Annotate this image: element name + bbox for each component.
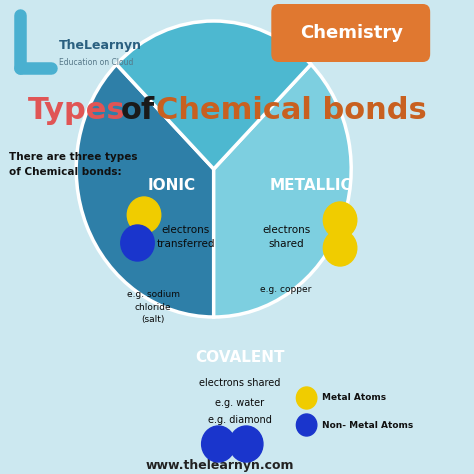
Text: TheLearnyn: TheLearnyn (58, 38, 142, 52)
Wedge shape (76, 64, 214, 317)
Circle shape (201, 426, 235, 462)
Text: e.g. water: e.g. water (215, 398, 264, 408)
Text: electrons shared: electrons shared (199, 378, 281, 388)
Wedge shape (117, 21, 311, 169)
Circle shape (323, 230, 357, 266)
Text: There are three types
of Chemical bonds:: There are three types of Chemical bonds: (9, 152, 138, 177)
Wedge shape (214, 64, 351, 317)
Text: e.g. copper: e.g. copper (261, 285, 312, 294)
Circle shape (229, 426, 263, 462)
Text: www.thelearnyn.com: www.thelearnyn.com (146, 458, 294, 472)
Text: electrons
shared: electrons shared (262, 225, 310, 249)
Circle shape (121, 225, 154, 261)
Text: Chemical bonds: Chemical bonds (156, 95, 427, 125)
Text: Chemistry: Chemistry (300, 24, 403, 42)
Text: COVALENT: COVALENT (195, 350, 284, 365)
Text: of: of (121, 95, 155, 125)
Text: e.g. diamond: e.g. diamond (208, 415, 272, 425)
Text: electrons
transferred: electrons transferred (156, 225, 215, 249)
Text: Non- Metal Atoms: Non- Metal Atoms (322, 420, 414, 429)
Text: Education on Cloud: Education on Cloud (58, 57, 133, 66)
Text: Metal Atoms: Metal Atoms (322, 393, 386, 402)
Circle shape (323, 202, 357, 238)
Text: IONIC: IONIC (148, 177, 196, 192)
FancyBboxPatch shape (271, 4, 430, 62)
Circle shape (296, 387, 317, 409)
Text: Types: Types (28, 95, 126, 125)
Text: METALLIC: METALLIC (270, 177, 353, 192)
Text: e.g. sodium
chloride
(salt): e.g. sodium chloride (salt) (127, 290, 180, 324)
Circle shape (128, 197, 161, 233)
Circle shape (296, 414, 317, 436)
